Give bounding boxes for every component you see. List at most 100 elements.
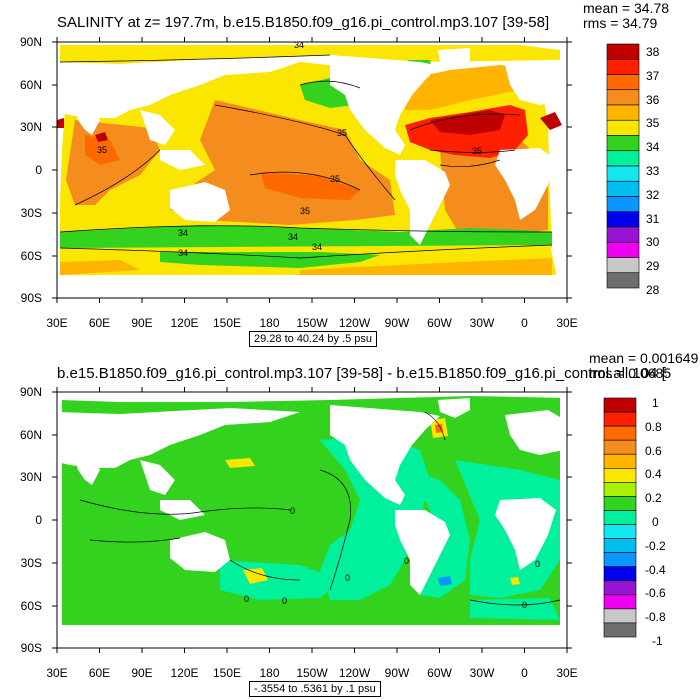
top-y-label: 90N (19, 35, 42, 49)
bottom-x-label: 90E (131, 666, 153, 680)
top-map: 34 35 35 35 35 34 34 34 35 34 (52, 37, 572, 303)
bottom-x-label: 90W (384, 666, 410, 680)
bottom-colorbar-swatch (603, 608, 637, 624)
top-colorbar-label: 32 (646, 187, 660, 202)
bottom-colorbar-label: 0 (652, 515, 659, 529)
top-contour-label: 35 (472, 146, 482, 156)
top-colorbar-label: 29 (646, 259, 660, 274)
bottom-colorbar-label: -0.6 (645, 586, 666, 601)
top-colorbar-swatch (606, 196, 640, 213)
top-colorbar-label: 38 (646, 45, 660, 59)
bottom-colorbar-swatch (603, 566, 637, 582)
bottom-colorbar-label: 0.4 (645, 467, 662, 482)
top-land (57, 48, 567, 298)
bottom-x-label: 120E (170, 666, 199, 680)
top-colorbar-label: 31 (646, 211, 660, 226)
top-ticks (52, 37, 572, 303)
top-contour-label: 34 (178, 228, 188, 238)
bottom-rms-stat: rms = 0.0685 (589, 365, 672, 381)
top-x-label: 0 (521, 316, 528, 330)
top-x-label: 60W (427, 316, 452, 330)
bottom-x-label: 120W (338, 666, 371, 680)
top-y-label: 0 (35, 163, 42, 177)
bottom-contour-range: -.3554 to .5361 by .1 psu (249, 681, 381, 697)
top-rms-stat: rms = 34.79 (583, 15, 658, 31)
bottom-contour-label: 0 (404, 556, 409, 566)
top-y-label: 90S (20, 291, 42, 305)
top-colorbar-swatch (606, 74, 640, 91)
bottom-colorbar-label: -0.4 (645, 562, 666, 577)
top-colorbar-swatch (606, 211, 640, 228)
top-colorbar (606, 43, 640, 289)
bottom-colorbar-swatch (603, 482, 637, 497)
top-colorbar-label: 37 (646, 68, 660, 83)
top-map-title: SALINITY at z= 197.7m, b.e15.B1850.f09_g… (57, 14, 550, 31)
top-x-label: 60E (88, 316, 111, 330)
bottom-map-title: b.e15.B1850.f09_g16.pi_control.mp3.107 [… (57, 365, 667, 382)
bottom-colorbar-label: -0.8 (645, 610, 666, 625)
top-contour-label: 35 (330, 174, 340, 184)
bottom-colorbar-swatch (603, 552, 637, 568)
bottom-colorbar-label: -1 (652, 634, 663, 648)
top-contour-label: 35 (337, 128, 347, 138)
top-colorbar-label: 30 (646, 235, 660, 250)
bottom-contour-label: 0 (290, 506, 295, 516)
bottom-colorbar-swatch (603, 496, 637, 511)
bottom-colorbar-label: 0.2 (645, 491, 662, 506)
bottom-ocean-field (62, 395, 560, 630)
top-y-label: 30S (20, 206, 42, 220)
top-y-label: 60S (20, 249, 42, 263)
top-contour-label: 34 (288, 232, 298, 242)
bottom-x-label: 60E (88, 666, 111, 680)
top-contours (59, 54, 553, 259)
top-x-label: 120W (338, 316, 371, 330)
top-colorbar-swatch (606, 180, 640, 197)
top-x-label: 30E (46, 316, 68, 330)
top-colorbar-swatch (606, 226, 640, 243)
bottom-x-label: 30W (469, 666, 495, 680)
top-colorbar-swatch (606, 272, 640, 289)
top-x-label: 120E (170, 316, 199, 330)
bottom-colorbar-label: 0.6 (645, 443, 662, 458)
bottom-y-label: 60S (20, 599, 42, 613)
bottom-colorbar-label: 0.8 (645, 419, 662, 434)
bottom-colorbar-swatch (603, 397, 637, 413)
top-colorbar-swatch (606, 58, 640, 75)
top-colorbar-swatch (606, 241, 640, 258)
bottom-contour-label: 0 (244, 594, 249, 604)
bottom-contours (79, 411, 561, 606)
top-colorbar-label: 28 (646, 283, 660, 297)
bottom-y-label: 60N (19, 428, 42, 442)
top-x-label: 30E (556, 316, 578, 330)
top-y-label: 60N (19, 78, 42, 92)
top-x-label: 90W (384, 316, 410, 330)
top-colorbar-label: 34 (646, 140, 660, 155)
bottom-colorbar-swatch (603, 510, 637, 525)
top-contour-label: 35 (97, 145, 107, 155)
bottom-colorbar-swatch (603, 580, 637, 596)
bottom-x-label: 60W (427, 666, 452, 680)
bottom-colorbar-swatch (603, 594, 637, 610)
top-colorbar-swatch (606, 43, 640, 60)
bottom-land (57, 392, 567, 648)
bottom-contour-label: 0 (535, 559, 540, 569)
bottom-y-label: 30N (19, 470, 42, 484)
top-contour-label: 35 (300, 206, 310, 216)
bottom-contour-labels: 0 0 0 0 0 0 0 (244, 506, 540, 610)
bottom-colorbar-swatch (603, 453, 637, 469)
bottom-colorbar-label: 1 (652, 396, 659, 410)
bottom-colorbar-swatch (603, 467, 637, 483)
bottom-y-label: 0 (35, 513, 42, 527)
top-x-label: 30W (469, 316, 495, 330)
top-colorbar-label: 36 (646, 92, 660, 107)
top-y-label: 30N (19, 120, 42, 134)
top-x-label: 150E (212, 316, 242, 330)
top-mean-stat: mean = 34.78 (583, 0, 670, 16)
top-contour-label: 34 (312, 242, 322, 252)
bottom-x-label: 30E (46, 666, 68, 680)
top-colorbar-label: 35 (646, 116, 660, 131)
bottom-ticks (52, 387, 572, 653)
bottom-contour-label: 0 (282, 596, 287, 606)
top-x-label: 180 (259, 316, 280, 330)
